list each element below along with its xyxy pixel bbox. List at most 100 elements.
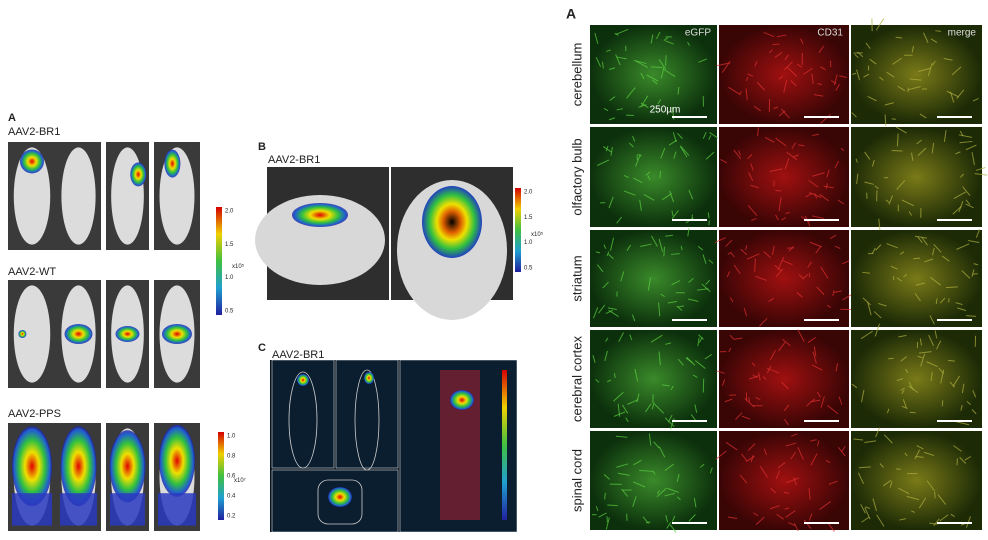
vessel xyxy=(864,507,871,520)
vessel xyxy=(965,516,972,528)
vessel xyxy=(652,79,658,85)
vessel xyxy=(785,477,800,484)
vessel xyxy=(616,463,629,468)
vessel xyxy=(647,277,652,291)
vessel xyxy=(671,210,674,217)
vessel xyxy=(939,297,946,304)
vessel xyxy=(856,173,859,185)
vessel xyxy=(951,66,962,76)
vessel xyxy=(633,59,647,65)
vessel xyxy=(608,196,614,209)
vessel xyxy=(744,397,755,408)
vessel xyxy=(835,363,839,372)
vessel xyxy=(815,246,822,254)
signal-blob xyxy=(364,372,374,384)
vessel xyxy=(705,151,715,160)
vessel xyxy=(768,297,775,302)
vessel xyxy=(782,260,793,266)
colorbar xyxy=(218,432,224,520)
vessel xyxy=(895,126,907,134)
vessel xyxy=(865,506,871,510)
vessel xyxy=(769,168,783,172)
vessel xyxy=(774,51,783,58)
vessel xyxy=(793,522,799,532)
vessel xyxy=(834,160,840,169)
vessel xyxy=(935,298,938,304)
vessel xyxy=(607,504,618,507)
vessel xyxy=(673,151,677,159)
vessel xyxy=(767,367,780,374)
vessel xyxy=(876,514,885,527)
vessel xyxy=(851,112,857,118)
vessel xyxy=(628,142,634,148)
vessel xyxy=(670,385,674,391)
vessel xyxy=(677,305,684,308)
vessel xyxy=(837,199,845,205)
vessel xyxy=(817,440,820,447)
vessel xyxy=(631,314,636,322)
vessel xyxy=(604,492,606,500)
vessel xyxy=(832,290,835,297)
vessel xyxy=(665,40,674,45)
vessel xyxy=(916,139,922,145)
vessel xyxy=(727,251,732,255)
vessel xyxy=(772,245,775,255)
vessel xyxy=(788,522,796,526)
panel-title: AAV2-BR1 xyxy=(272,349,324,361)
vessel xyxy=(785,510,796,518)
vessel xyxy=(820,396,825,408)
colorbar-unit: x10⁷ xyxy=(234,477,246,484)
vessel xyxy=(652,470,656,475)
colorbar-tick-label: 0.6 xyxy=(227,474,236,480)
column-header: merge xyxy=(948,28,977,39)
vessel xyxy=(955,151,961,155)
vessel xyxy=(959,456,967,464)
vessel xyxy=(701,283,711,293)
vessel xyxy=(604,350,608,362)
vessel xyxy=(605,309,614,315)
vessel xyxy=(605,337,609,342)
micrograph xyxy=(851,330,982,428)
vessel xyxy=(671,210,679,220)
vessel xyxy=(728,347,732,353)
vessel xyxy=(810,453,818,466)
vessel xyxy=(915,282,925,286)
vessel xyxy=(616,108,624,111)
vessel xyxy=(889,480,893,488)
vessel xyxy=(720,158,728,164)
vessel xyxy=(796,292,803,298)
vessel xyxy=(698,58,707,63)
vessel xyxy=(775,189,782,192)
vessel xyxy=(793,477,797,485)
panel-label: C xyxy=(258,342,266,354)
vessel xyxy=(595,379,600,383)
vessel xyxy=(708,135,712,140)
vessel xyxy=(901,405,908,410)
vessel xyxy=(807,336,816,344)
vessel xyxy=(726,271,731,278)
vessel xyxy=(615,28,629,35)
vessel xyxy=(733,264,741,275)
vessel xyxy=(857,472,864,484)
vessel xyxy=(901,389,905,395)
vessel xyxy=(748,172,754,182)
colorbar-tick-label: 2.0 xyxy=(524,190,533,196)
vessel xyxy=(716,370,725,374)
vessel xyxy=(776,513,785,520)
vessel xyxy=(660,66,665,79)
vessel xyxy=(725,442,738,451)
vessel xyxy=(688,189,694,200)
vessel xyxy=(897,85,906,92)
vessel xyxy=(748,397,751,402)
signal-blob xyxy=(60,426,97,507)
vessel xyxy=(890,265,898,270)
vessel xyxy=(645,403,652,413)
vessel xyxy=(694,360,706,369)
vessel xyxy=(753,105,761,112)
vessel xyxy=(806,398,816,407)
micrograph xyxy=(851,230,982,327)
vessel xyxy=(840,147,845,152)
signal-blob xyxy=(159,424,195,497)
vessel xyxy=(865,42,871,49)
signal-blob xyxy=(422,186,482,258)
